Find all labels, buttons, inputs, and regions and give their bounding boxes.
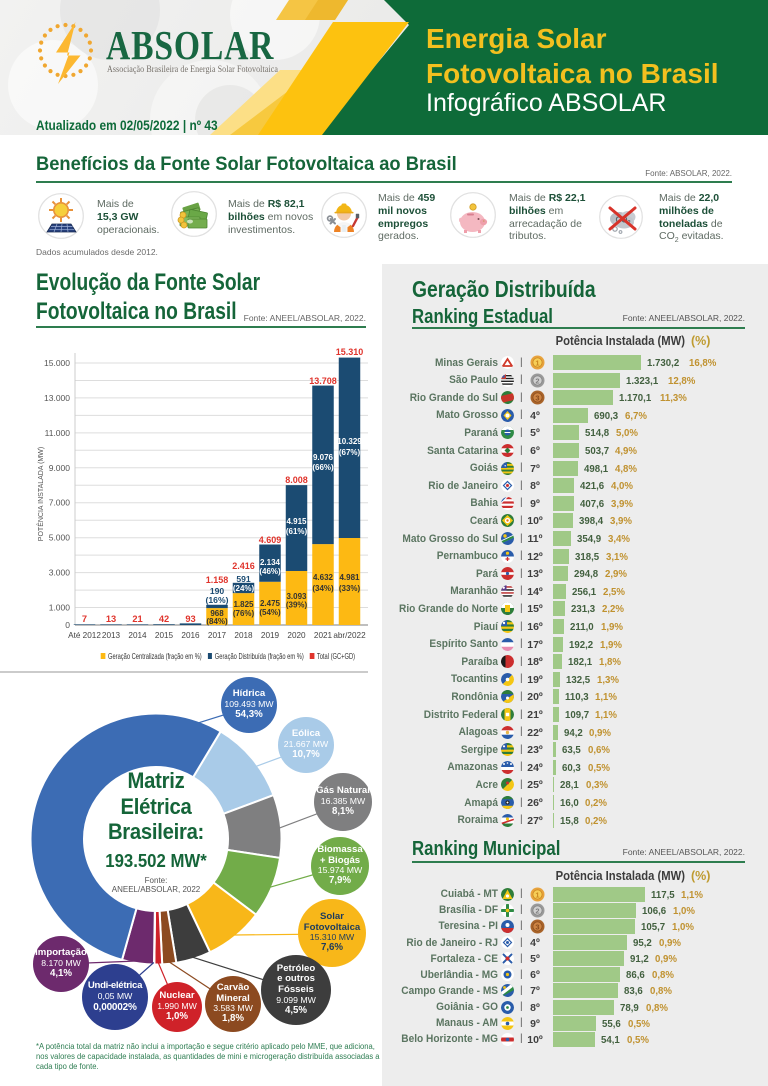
svg-text:(61%): (61%) bbox=[286, 527, 308, 536]
svg-text:190: 190 bbox=[210, 586, 225, 596]
svg-text:11.000: 11.000 bbox=[45, 428, 71, 438]
svg-text:2: 2 bbox=[535, 376, 539, 385]
svg-text:(66%): (66%) bbox=[312, 463, 334, 472]
svg-text:7.000: 7.000 bbox=[49, 498, 71, 508]
svg-text:13.708: 13.708 bbox=[309, 376, 337, 386]
svg-text:2015: 2015 bbox=[155, 631, 174, 640]
svg-text:1: 1 bbox=[535, 358, 539, 367]
svg-text:1.158: 1.158 bbox=[206, 575, 229, 585]
svg-text:2016: 2016 bbox=[181, 631, 200, 640]
svg-text:2: 2 bbox=[535, 906, 539, 915]
svg-text:93: 93 bbox=[185, 614, 195, 624]
svg-text:(33%): (33%) bbox=[339, 584, 361, 593]
svg-text:9.000: 9.000 bbox=[49, 463, 71, 473]
svg-text:3: 3 bbox=[535, 393, 539, 402]
svg-text:7: 7 bbox=[82, 614, 87, 624]
svg-text:Até 2012: Até 2012 bbox=[68, 631, 101, 640]
svg-text:(24%): (24%) bbox=[233, 584, 255, 593]
svg-text:968: 968 bbox=[210, 609, 224, 618]
svg-text:13: 13 bbox=[106, 614, 116, 624]
svg-text:591: 591 bbox=[236, 574, 251, 584]
svg-text:4.915: 4.915 bbox=[286, 517, 307, 526]
svg-text:(46%): (46%) bbox=[259, 567, 281, 576]
svg-text:2013: 2013 bbox=[102, 631, 121, 640]
svg-text:(54%): (54%) bbox=[259, 608, 281, 617]
svg-text:POTÊNCIA INSTALADA (MW): POTÊNCIA INSTALADA (MW) bbox=[36, 447, 45, 541]
svg-text:9.076: 9.076 bbox=[313, 453, 334, 462]
svg-text:(34%): (34%) bbox=[312, 584, 334, 593]
svg-text:15.000: 15.000 bbox=[44, 358, 70, 368]
svg-text:abr/2022: abr/2022 bbox=[333, 631, 366, 640]
svg-text:2014: 2014 bbox=[128, 631, 147, 640]
svg-text:4.632: 4.632 bbox=[313, 573, 334, 582]
svg-text:0: 0 bbox=[65, 620, 70, 630]
svg-text:1.825: 1.825 bbox=[233, 600, 254, 609]
svg-text:(39%): (39%) bbox=[286, 601, 308, 610]
svg-text:2019: 2019 bbox=[261, 631, 280, 640]
svg-text:4.609: 4.609 bbox=[259, 535, 282, 545]
svg-text:1.000: 1.000 bbox=[49, 603, 71, 613]
svg-text:42: 42 bbox=[159, 614, 169, 624]
svg-text:(84%): (84%) bbox=[206, 617, 228, 626]
svg-text:2021: 2021 bbox=[314, 631, 333, 640]
svg-text:2017: 2017 bbox=[208, 631, 227, 640]
svg-text:2018: 2018 bbox=[234, 631, 253, 640]
svg-text:3: 3 bbox=[535, 922, 539, 931]
svg-text:2.416: 2.416 bbox=[232, 561, 255, 571]
svg-text:4.981: 4.981 bbox=[339, 573, 360, 582]
svg-text:(16%): (16%) bbox=[206, 595, 229, 605]
svg-text:13.000: 13.000 bbox=[44, 393, 70, 403]
svg-text:5.000: 5.000 bbox=[49, 533, 71, 543]
svg-text:3.000: 3.000 bbox=[49, 568, 71, 578]
svg-text:10.329: 10.329 bbox=[337, 437, 362, 446]
svg-text:(67%): (67%) bbox=[339, 448, 361, 457]
svg-text:3.093: 3.093 bbox=[286, 592, 307, 601]
svg-text:21: 21 bbox=[132, 614, 142, 624]
svg-text:8.008: 8.008 bbox=[285, 475, 308, 485]
svg-text:2.134: 2.134 bbox=[260, 558, 281, 567]
svg-text:2020: 2020 bbox=[287, 631, 306, 640]
svg-text:2.475: 2.475 bbox=[260, 599, 281, 608]
svg-text:(76%): (76%) bbox=[233, 609, 255, 618]
svg-text:1: 1 bbox=[535, 890, 539, 899]
svg-text:15.310: 15.310 bbox=[336, 347, 364, 357]
